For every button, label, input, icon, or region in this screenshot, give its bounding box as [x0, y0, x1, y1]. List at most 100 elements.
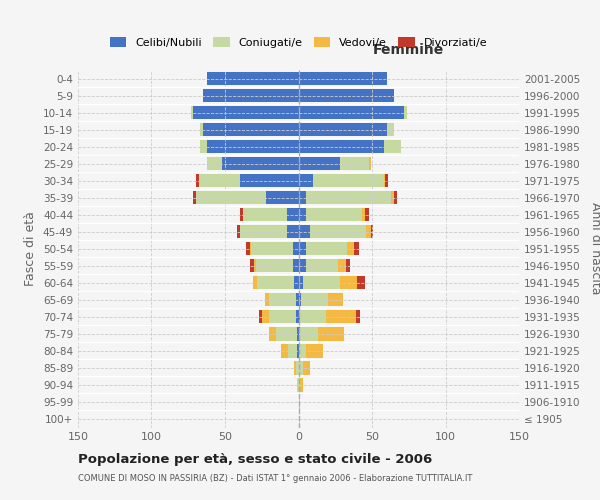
Bar [269, 327, 277, 340]
Bar [296, 293, 299, 306]
Bar [371, 225, 373, 238]
Bar [193, 106, 299, 119]
Bar [299, 225, 310, 238]
Bar [297, 378, 299, 392]
Bar [253, 276, 257, 289]
Bar [297, 327, 299, 340]
Bar [300, 310, 326, 324]
Bar [356, 310, 360, 324]
Bar [293, 242, 299, 256]
Bar [196, 191, 266, 204]
Bar [294, 276, 299, 289]
Bar [222, 157, 299, 170]
Bar [346, 259, 350, 272]
Bar [256, 259, 293, 272]
Bar [208, 140, 299, 153]
Bar [306, 344, 323, 358]
Bar [362, 208, 365, 222]
Bar [365, 208, 369, 222]
Bar [262, 310, 269, 324]
Bar [385, 174, 388, 188]
Bar [254, 259, 256, 272]
Bar [208, 157, 222, 170]
Bar [306, 259, 338, 272]
Bar [299, 327, 300, 340]
Bar [281, 344, 288, 358]
Bar [200, 123, 203, 136]
Bar [328, 293, 343, 306]
Bar [300, 378, 303, 392]
Bar [299, 242, 306, 256]
Bar [265, 293, 269, 306]
Bar [299, 174, 313, 188]
Bar [313, 174, 384, 188]
Bar [288, 344, 297, 358]
Bar [296, 310, 299, 324]
Bar [358, 276, 365, 289]
Bar [366, 225, 371, 238]
Bar [200, 140, 208, 153]
Bar [250, 242, 251, 256]
Bar [299, 362, 303, 374]
Bar [338, 259, 346, 272]
Bar [391, 191, 394, 204]
Bar [203, 89, 299, 102]
Bar [237, 225, 240, 238]
Bar [355, 242, 359, 256]
Bar [340, 157, 369, 170]
Bar [394, 191, 397, 204]
Bar [326, 310, 356, 324]
Bar [299, 378, 300, 392]
Bar [299, 396, 300, 408]
Bar [196, 174, 199, 188]
Bar [303, 362, 310, 374]
Bar [347, 242, 355, 256]
Bar [299, 72, 387, 85]
Bar [191, 106, 193, 119]
Bar [299, 123, 387, 136]
Text: COMUNE DI MOSO IN PASSIRIA (BZ) - Dati ISTAT 1° gennaio 2006 - Elaborazione TUTT: COMUNE DI MOSO IN PASSIRIA (BZ) - Dati I… [78, 474, 472, 483]
Bar [259, 310, 262, 324]
Text: Popolazione per età, sesso e stato civile - 2006: Popolazione per età, sesso e stato civil… [78, 452, 432, 466]
Bar [299, 191, 306, 204]
Bar [387, 123, 394, 136]
Bar [299, 140, 384, 153]
Bar [203, 123, 299, 136]
Bar [299, 293, 301, 306]
Bar [299, 344, 306, 358]
Bar [287, 225, 299, 238]
Bar [199, 174, 240, 188]
Bar [299, 106, 404, 119]
Bar [297, 344, 299, 358]
Bar [251, 242, 293, 256]
Bar [208, 72, 299, 85]
Bar [299, 157, 340, 170]
Bar [240, 225, 287, 238]
Y-axis label: Anni di nascita: Anni di nascita [589, 202, 600, 295]
Bar [299, 276, 303, 289]
Bar [306, 208, 362, 222]
Bar [250, 259, 254, 272]
Bar [300, 327, 317, 340]
Bar [269, 310, 296, 324]
Bar [299, 310, 300, 324]
Bar [242, 208, 287, 222]
Y-axis label: Fasce di età: Fasce di età [25, 212, 37, 286]
Bar [266, 191, 299, 204]
Bar [257, 276, 294, 289]
Bar [384, 174, 385, 188]
Text: Femmine: Femmine [373, 44, 445, 58]
Bar [299, 259, 306, 272]
Bar [277, 327, 297, 340]
Bar [310, 225, 366, 238]
Bar [240, 208, 242, 222]
Bar [301, 293, 328, 306]
Bar [245, 242, 250, 256]
Bar [240, 174, 299, 188]
Bar [317, 327, 344, 340]
Bar [287, 208, 299, 222]
Bar [269, 293, 296, 306]
Bar [384, 140, 401, 153]
Bar [369, 157, 371, 170]
Bar [296, 362, 299, 374]
